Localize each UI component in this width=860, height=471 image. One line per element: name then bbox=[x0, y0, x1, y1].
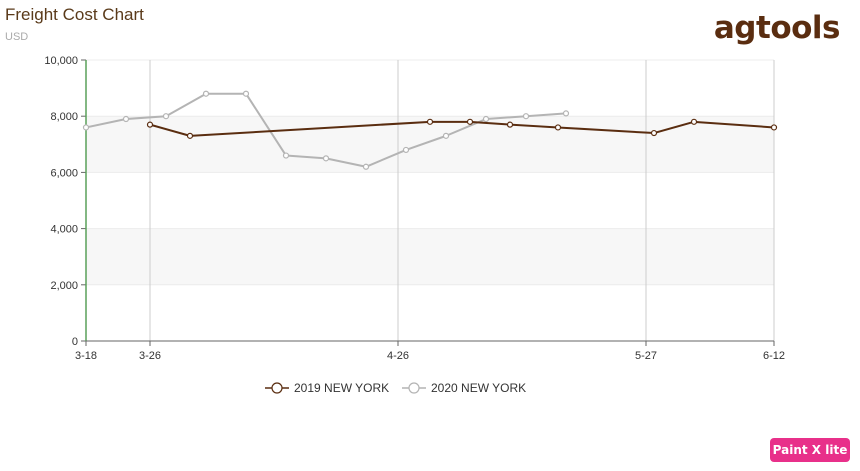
x-tick-label: 3-18 bbox=[75, 350, 97, 362]
y-tick-label: 4,000 bbox=[50, 224, 78, 236]
data-point-2019-new-york bbox=[146, 121, 154, 128]
data-point-2020-new-york bbox=[362, 163, 370, 170]
agtools-logo[interactable]: agtools bbox=[713, 10, 841, 46]
legend-marker-2019-new-york bbox=[271, 382, 283, 394]
data-point-2019-new-york bbox=[770, 124, 778, 131]
y-tick-label: 10,000 bbox=[44, 55, 78, 67]
data-point-2020-new-york bbox=[82, 124, 90, 131]
data-point-2020-new-york bbox=[402, 146, 410, 154]
chart-title: Freight Cost Chart bbox=[5, 5, 144, 24]
chart-subtitle: USD bbox=[5, 31, 29, 43]
y-tick-label: 6,000 bbox=[50, 167, 78, 179]
data-point-2020-new-york bbox=[122, 115, 130, 123]
data-point-2020-new-york bbox=[162, 113, 170, 120]
data-point-2020-new-york bbox=[442, 132, 450, 139]
grid-band bbox=[86, 228, 774, 285]
data-point-2019-new-york bbox=[690, 118, 698, 125]
data-point-2020-new-york bbox=[482, 115, 490, 123]
x-tick-label: 5-27 bbox=[635, 350, 657, 362]
data-point-2020-new-york bbox=[242, 90, 250, 97]
data-point-2019-new-york bbox=[650, 129, 658, 137]
data-point-2019-new-york bbox=[554, 124, 562, 131]
data-point-2019-new-york bbox=[186, 132, 194, 139]
data-point-2019-new-york bbox=[426, 118, 434, 125]
grid-band bbox=[86, 116, 774, 173]
data-point-2020-new-york bbox=[522, 113, 530, 120]
data-point-2019-new-york bbox=[466, 118, 474, 125]
paint-x-lite-badge[interactable]: Paint X lite bbox=[770, 438, 850, 462]
y-tick-label: 8,000 bbox=[50, 111, 78, 123]
x-tick-label: 6-12 bbox=[763, 350, 785, 362]
data-point-2020-new-york bbox=[202, 90, 210, 97]
y-tick-label: 0 bbox=[72, 336, 78, 348]
data-point-2020-new-york bbox=[322, 155, 330, 162]
data-point-2020-new-york bbox=[562, 110, 570, 117]
x-tick-label: 4-26 bbox=[387, 350, 409, 362]
data-point-2019-new-york bbox=[506, 121, 514, 128]
data-point-2020-new-york bbox=[282, 152, 290, 159]
legend-label-2020-new-york: 2020 NEW YORK bbox=[431, 381, 526, 395]
legend-label-2019-new-york: 2019 NEW YORK bbox=[294, 381, 389, 395]
x-tick-label: 3-26 bbox=[139, 350, 161, 362]
y-tick-label: 2,000 bbox=[50, 280, 78, 292]
legend-marker-2020-new-york bbox=[408, 382, 420, 394]
